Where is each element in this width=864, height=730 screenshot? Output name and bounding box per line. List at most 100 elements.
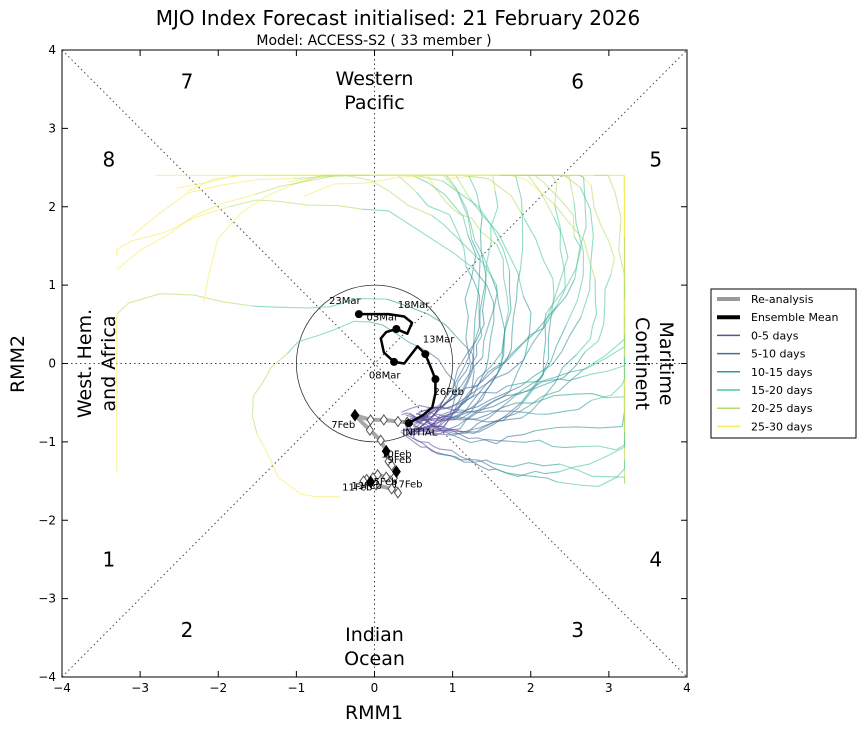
phase-number-label: 3: [571, 618, 584, 642]
reanalysis-date-marker: [366, 475, 376, 489]
legend-label: 15-20 days: [751, 384, 813, 397]
x-tick-label: −2: [209, 681, 227, 695]
region-label-left: and Africa: [98, 316, 120, 412]
member-track-segment: [594, 174, 626, 276]
y-tick-label: −1: [38, 435, 56, 449]
x-tick-label: −1: [288, 681, 306, 695]
member-track-segment: [453, 402, 522, 433]
legend: Re-analysis Ensemble Mean 0-5 days 5-10 day…: [710, 288, 857, 439]
member-track-segment: [493, 467, 560, 477]
y-tick-label: −4: [38, 670, 56, 684]
member-track-segment: [492, 462, 561, 468]
x-tick-label: −4: [53, 681, 71, 695]
phase-number-label: 4: [649, 547, 662, 571]
member-track-segment: [116, 293, 253, 315]
member-track-segment: [465, 266, 481, 348]
member-track-segment: [131, 177, 294, 237]
reanalysis-date-label: 10Feb: [381, 450, 411, 461]
member-track-segment: [428, 351, 458, 404]
reanalysis-point: [393, 486, 403, 499]
legend-label: Re-analysis: [751, 293, 814, 306]
member-track-segment: [437, 453, 494, 469]
member-track-segment: [558, 440, 626, 473]
x-axis-label: RMM1: [345, 702, 403, 724]
member-track-segment: [406, 417, 450, 436]
member-track-segment: [584, 273, 612, 353]
member-track-segment: [464, 234, 477, 338]
legend-label: 0-5 days: [751, 329, 799, 342]
member-track-segment: [496, 244, 510, 329]
reanalysis-point: [387, 483, 396, 495]
axis-ticks: −4 −3 −2 −1 0 1 2 3 4 −4 −3 −2 −1 0 1 2 3 4: [38, 43, 691, 695]
member-track-segment: [554, 205, 566, 307]
legend-label: 10-15 days: [751, 366, 813, 379]
member-track-segment: [473, 268, 495, 360]
member-track-segment: [462, 417, 522, 435]
ensemble-mean-date-label: INITIAL: [402, 428, 437, 439]
member-track-segment: [498, 174, 558, 206]
member-track-segment: [116, 206, 229, 257]
member-track-segment: [423, 174, 525, 219]
member-track-segment: [438, 347, 474, 406]
y-tick-label: 4: [48, 43, 56, 57]
y-tick-label: −3: [38, 592, 56, 606]
x-tick-label: 3: [605, 681, 613, 695]
member-track-segment: [516, 393, 607, 404]
x-tick-label: 4: [683, 681, 691, 695]
x-tick-label: 0: [371, 681, 379, 695]
member-track-segment: [452, 393, 517, 419]
member-track-segment: [495, 468, 558, 483]
member-track-segment: [449, 433, 508, 444]
chart-title: MJO Index Forecast initialised: 21 Febru…: [156, 6, 640, 30]
reanalysis-date-marker: [350, 408, 360, 422]
reanalysis-point: [359, 475, 368, 487]
unit-circle: [295, 284, 454, 443]
member-track-segment: [545, 236, 582, 314]
member-track-segment: [579, 187, 594, 318]
ensemble-mean-marker: [421, 350, 430, 359]
member-track-segment: [621, 174, 626, 238]
y-tick-label: 2: [48, 200, 56, 214]
ensemble-mean-date-label: 26Feb: [434, 387, 464, 398]
member-track-segment: [450, 342, 475, 418]
member-track-segment: [585, 315, 626, 370]
member-track-segment: [479, 217, 487, 311]
member-track-segment: [286, 320, 369, 355]
member-track-segment: [515, 368, 585, 415]
reanalysis-date-label: 7Feb: [331, 420, 355, 431]
y-tick-label: 3: [48, 121, 56, 135]
member-track-segment: [452, 310, 485, 386]
phase-guides: [61, 49, 688, 678]
phase-number-label: 1: [103, 547, 116, 571]
member-track-segment: [499, 174, 575, 202]
reanalysis-date-label: 11Feb: [342, 482, 372, 493]
member-track-segment: [116, 193, 256, 271]
member-track-segment: [452, 385, 521, 411]
member-track-segment: [485, 190, 499, 283]
member-track-segment: [508, 295, 532, 393]
member-track-segment: [496, 270, 512, 374]
reanalysis-date-label: 17Feb: [392, 479, 422, 490]
region-label-top: Pacific: [344, 92, 404, 114]
y-tick-label: 1: [48, 278, 56, 292]
phase-number-label: 5: [649, 148, 662, 172]
member-track-segment: [565, 201, 584, 326]
member-track-segment: [510, 269, 521, 349]
reanalysis-date-marker: [391, 465, 401, 479]
ensemble-mean-date-label: 13Mar: [423, 334, 455, 345]
x-tick-label: 1: [449, 681, 457, 695]
legend-label: Ensemble Mean: [751, 311, 838, 324]
legend-box: [710, 288, 857, 439]
member-track-segment: [416, 192, 467, 268]
legend-label: 5-10 days: [751, 348, 806, 361]
member-track-segment: [256, 432, 340, 498]
member-track-segment: [451, 449, 497, 471]
ensemble-members: [116, 174, 626, 498]
phase-number-label: 2: [181, 618, 194, 642]
member-track-segment: [475, 282, 487, 346]
reanalysis-point: [366, 414, 375, 426]
